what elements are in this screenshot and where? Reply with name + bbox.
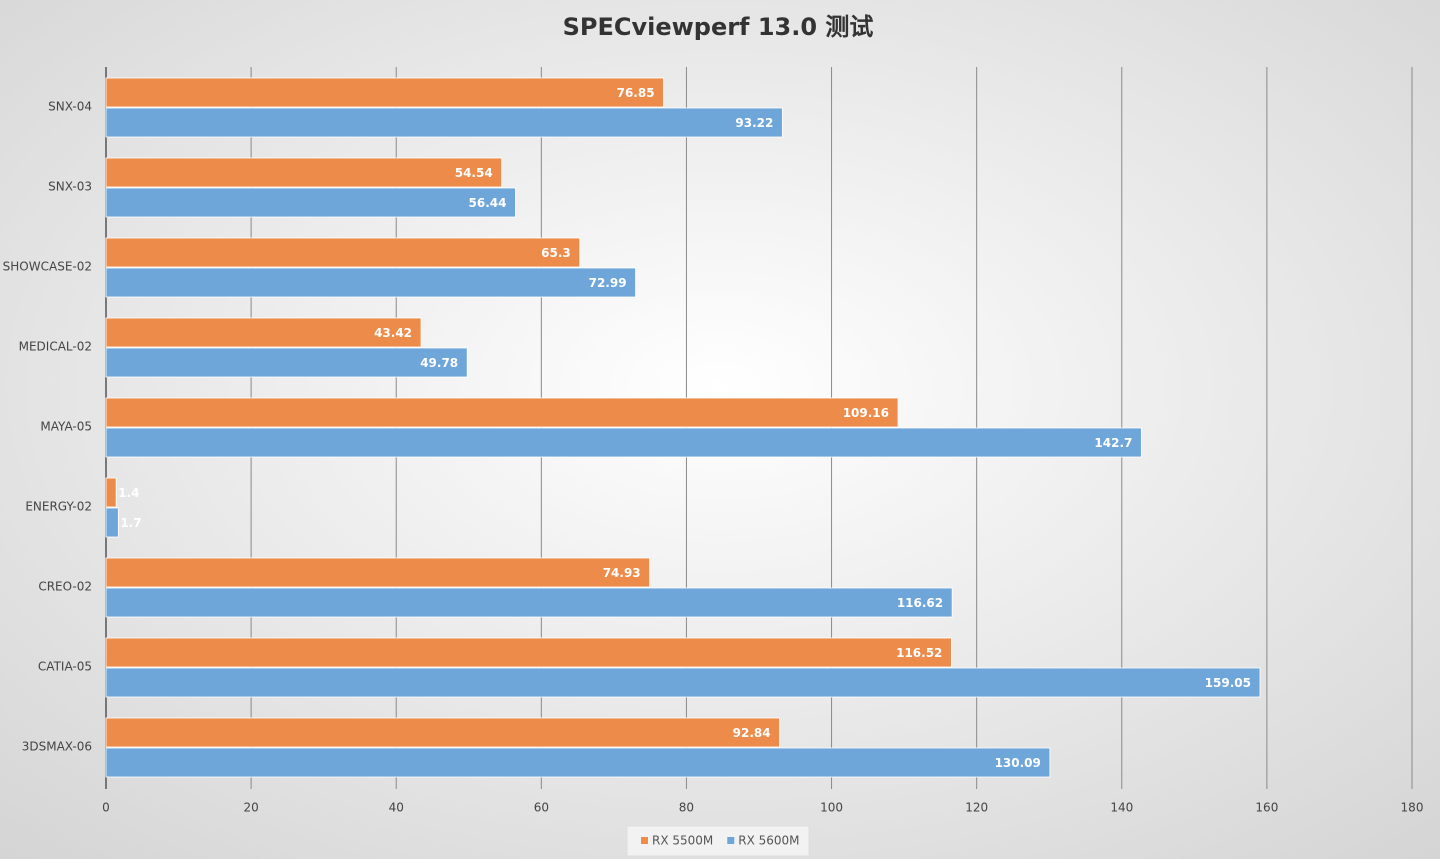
data-label: 93.22: [735, 116, 773, 130]
chart-title: SPECviewperf 13.0 测试: [563, 13, 874, 41]
bar: [105, 157, 503, 188]
data-label: 54.54: [455, 166, 493, 180]
data-label: 56.44: [469, 196, 507, 210]
y-tick-label: SNX-04: [48, 100, 92, 114]
y-tick-label: CREO-02: [38, 580, 92, 594]
legend-label: RX 5500M: [652, 834, 713, 848]
x-tick-label: 180: [1401, 801, 1424, 815]
bar: [105, 637, 952, 668]
x-tick-label: 100: [820, 801, 843, 815]
x-tick-label: 60: [534, 801, 549, 815]
data-label: 49.78: [420, 356, 458, 370]
bar: [105, 267, 636, 298]
y-tick-label: 3DSMAX-06: [22, 740, 92, 754]
y-tick-label: MAYA-05: [40, 420, 92, 434]
bar: [105, 587, 953, 618]
bar: [105, 237, 581, 268]
y-tick-label: MEDICAL-02: [19, 340, 92, 354]
legend-label: RX 5600M: [738, 834, 799, 848]
data-label: 109.16: [843, 406, 889, 420]
y-tick-label: SNX-03: [48, 180, 92, 194]
bar: [105, 667, 1261, 698]
x-tick-label: 160: [1255, 801, 1278, 815]
x-tick-label: 0: [102, 801, 110, 815]
data-label: 130.09: [995, 756, 1041, 770]
bar: [105, 477, 117, 508]
data-label: 1.4: [118, 486, 139, 500]
bar: [105, 507, 119, 538]
bar: [105, 397, 899, 428]
bar: [105, 187, 516, 218]
legend-swatch: [727, 837, 735, 844]
data-label: 116.52: [896, 646, 942, 660]
y-tick-label: SHOWCASE-02: [3, 260, 92, 274]
data-label: 65.3: [541, 246, 571, 260]
data-label: 116.62: [897, 596, 943, 610]
data-label: 159.05: [1205, 676, 1251, 690]
y-tick-label: CATIA-05: [38, 660, 92, 674]
legend-swatch: [641, 837, 648, 844]
x-tick-label: 140: [1110, 801, 1133, 815]
data-label: 72.99: [589, 276, 627, 290]
bar: [105, 717, 781, 748]
bar: [105, 77, 664, 108]
data-label: 92.84: [733, 726, 771, 740]
x-tick-label: 80: [679, 801, 694, 815]
data-label: 76.85: [617, 86, 655, 100]
legend-box: [626, 825, 810, 857]
data-label: 142.7: [1094, 436, 1132, 450]
x-tick-label: 20: [243, 801, 258, 815]
bar: [105, 347, 468, 378]
data-label: 43.42: [374, 326, 412, 340]
x-tick-label: 120: [965, 801, 988, 815]
x-tick-label: 40: [389, 801, 404, 815]
bar: [105, 557, 651, 588]
bar: [105, 107, 783, 138]
bar: [105, 427, 1142, 458]
data-label: 1.7: [120, 516, 141, 530]
data-label: 74.93: [603, 566, 641, 580]
bar: [105, 747, 1051, 778]
y-tick-label: ENERGY-02: [25, 500, 92, 514]
bar: [105, 317, 422, 348]
